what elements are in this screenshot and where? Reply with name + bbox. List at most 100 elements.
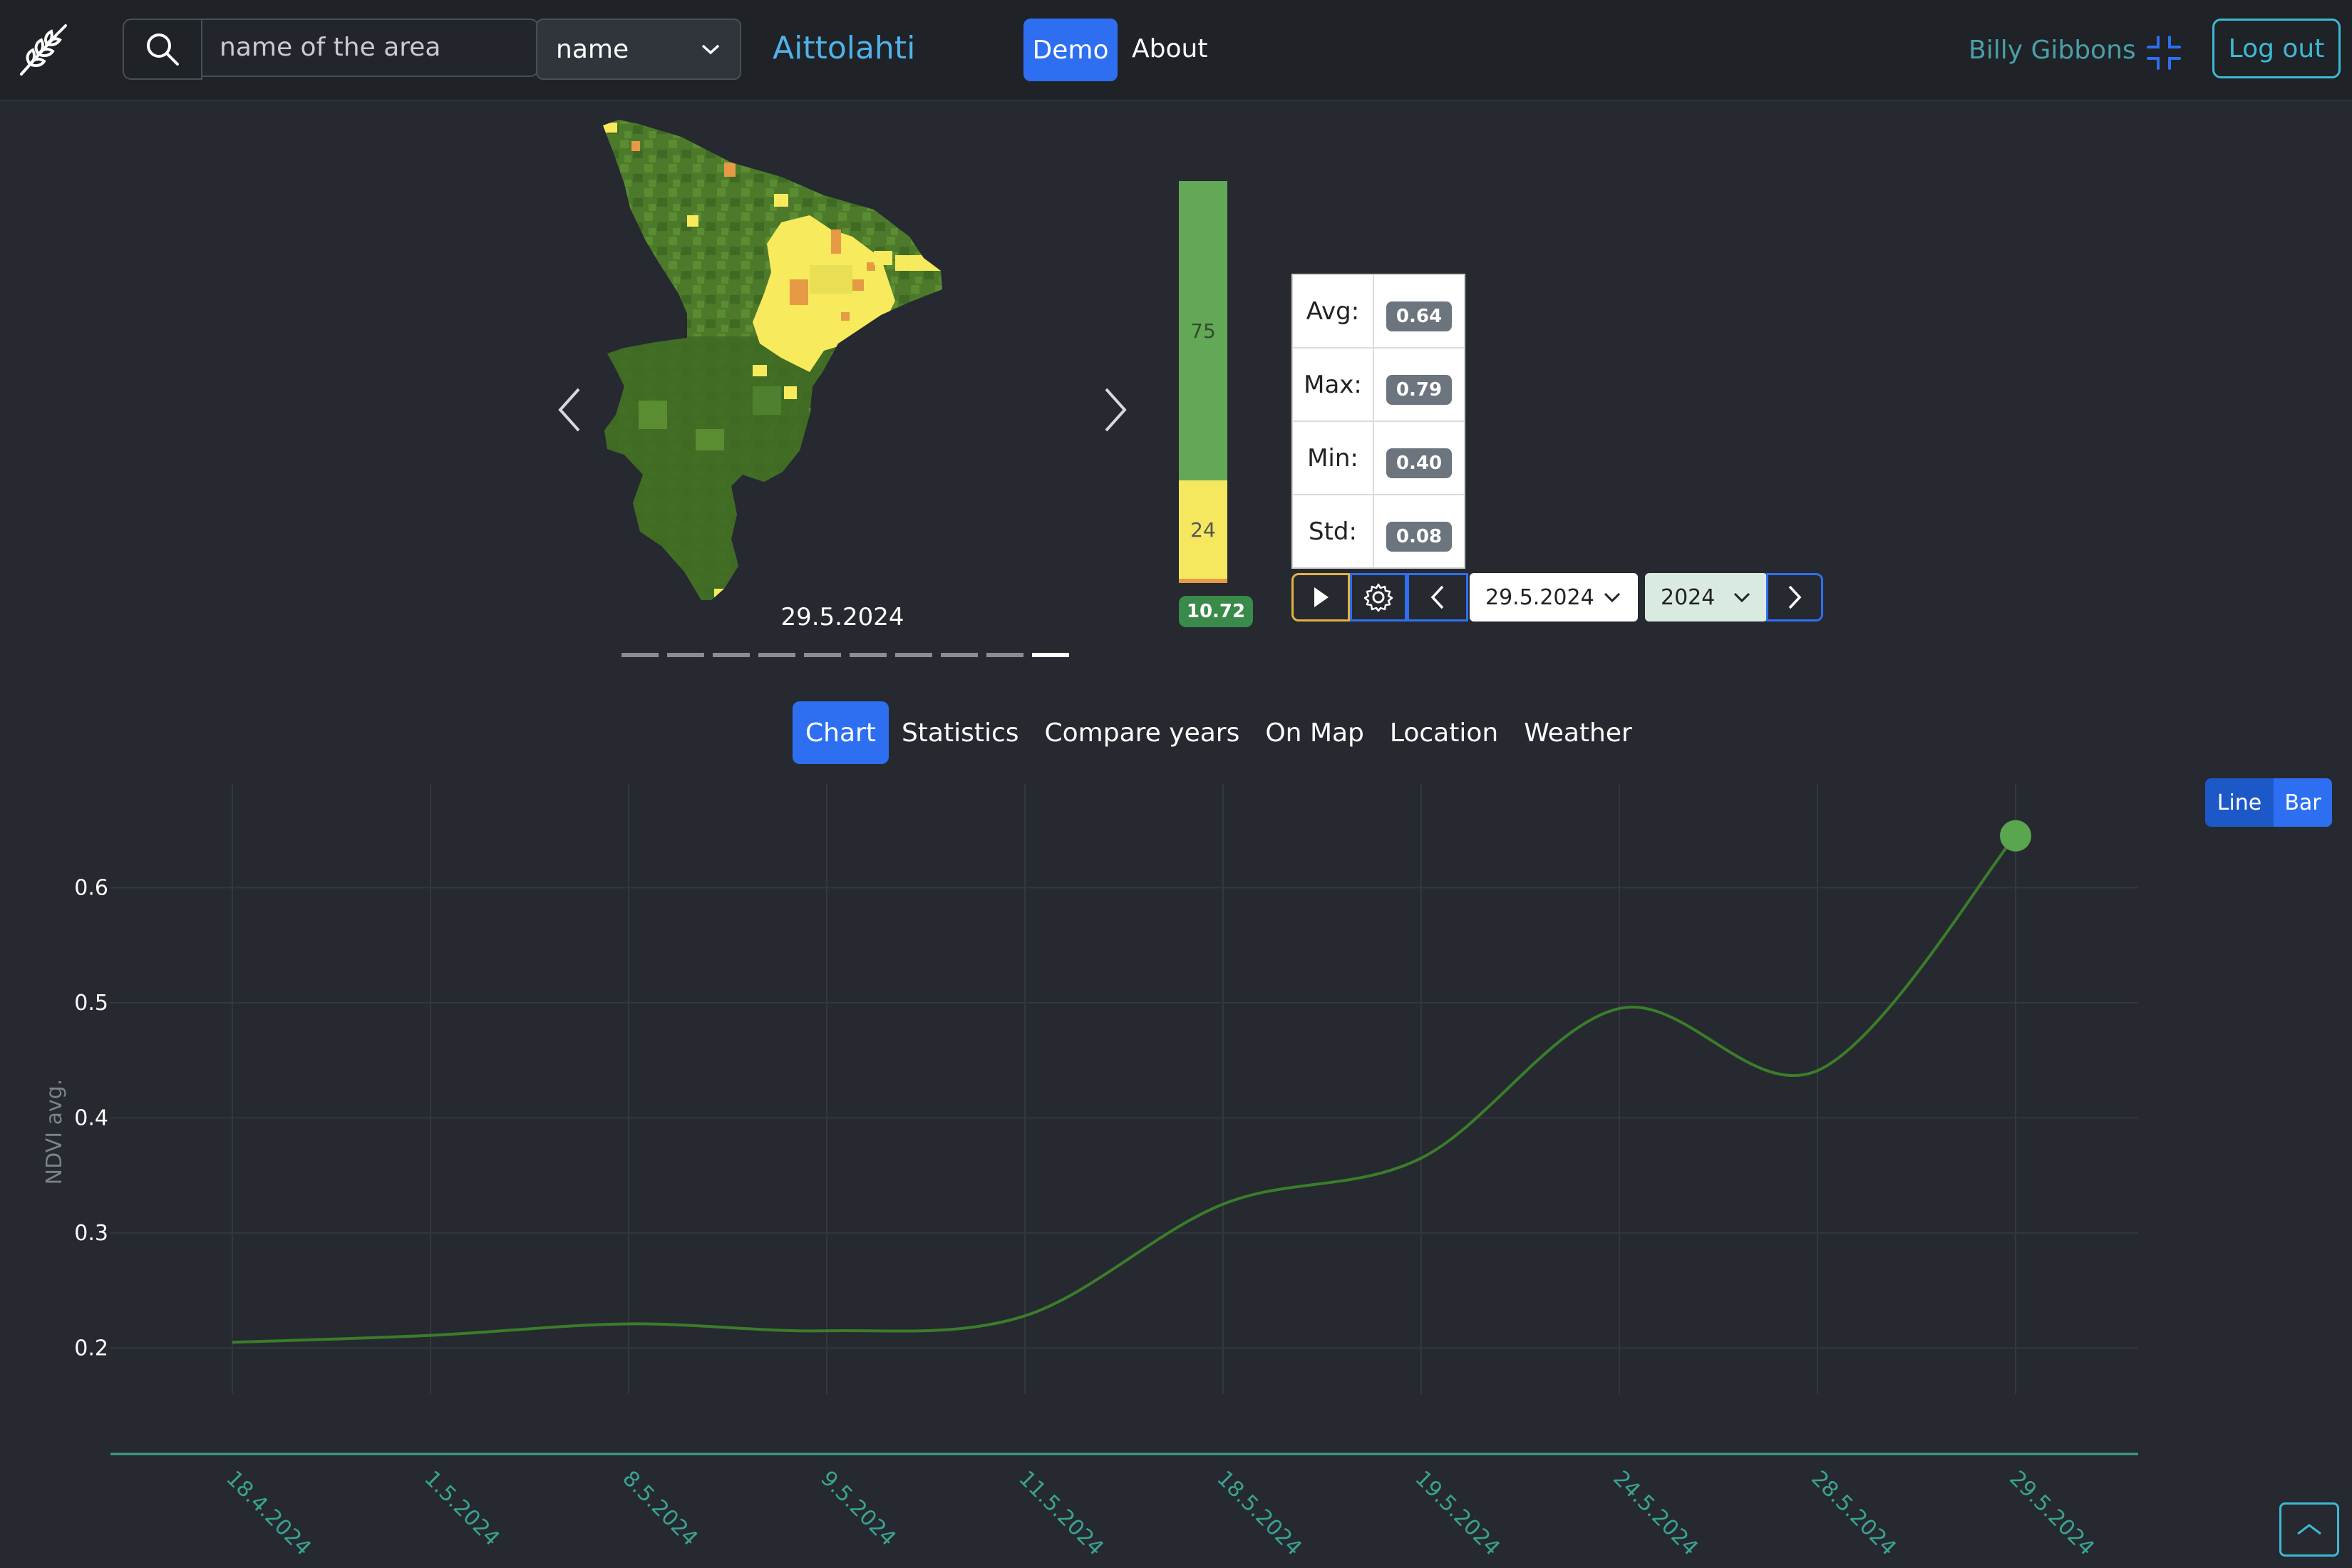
legend-orange-segment [1179,579,1227,583]
nav-about-link[interactable]: About [1132,34,1208,63]
carousel-indicator[interactable] [895,653,932,657]
data-point[interactable] [428,1333,433,1339]
data-point[interactable] [1220,1202,1226,1207]
chart-grid [110,784,2138,1394]
tab-weather[interactable]: Weather [1524,718,1632,748]
area-name-title: Aittolahti [773,30,916,66]
search-icon [147,33,179,66]
data-point[interactable] [1418,1155,1424,1161]
ndvi-line-chart: 0.2 0.3 0.4 0.5 0.6 NDVI avg. 18.4.2024 1.5.202… [42,784,2138,1561]
highlighted-data-point[interactable] [2000,820,2031,852]
nav-demo-link[interactable]: Demo [1023,19,1118,81]
stats-value-badge: 0.40 [1386,448,1453,478]
stats-row-min: Min: 0.40 [1293,422,1464,495]
carousel-indicator[interactable] [713,653,750,657]
bar-chart-button[interactable]: Bar [2274,778,2332,827]
line-chart-button[interactable]: Line [2205,778,2274,827]
next-date-button[interactable] [1766,573,1823,621]
stats-label: Avg: [1293,275,1374,347]
chevron-down-icon [1733,592,1750,603]
ndvi-legend-bar: 75 24 [1179,181,1227,583]
carousel-indicator[interactable] [667,653,704,657]
search-input[interactable] [202,19,539,77]
legend-green-segment: 75 [1179,181,1227,480]
carousel-indicator[interactable] [850,653,887,657]
tab-on-map[interactable]: On Map [1265,718,1364,748]
map-date-caption: 29.5.2024 [780,603,904,631]
carousel-indicator[interactable] [941,653,978,657]
stats-row-avg: Avg: 0.64 [1293,275,1464,349]
tab-statistics[interactable]: Statistics [901,718,1019,748]
x-tick-label: 8.5.2024 [617,1466,702,1551]
chevron-down-icon [701,44,720,55]
search-group [123,19,539,80]
stats-value-badge: 0.08 [1386,521,1453,552]
year-select-value: 2024 [1661,584,1716,610]
x-tick-label: 19.5.2024 [1410,1466,1505,1561]
tab-compare-years[interactable]: Compare years [1044,718,1240,748]
stats-label: Max: [1293,349,1374,421]
legend-yellow-segment: 24 [1179,480,1227,579]
play-button[interactable] [1291,573,1350,621]
chevron-left-icon [1430,585,1444,609]
y-tick-label: 0.5 [74,991,108,1016]
collapse-icon[interactable] [2145,34,2182,71]
carousel-prev-icon[interactable] [552,385,587,435]
data-point[interactable] [229,1339,235,1345]
chart-series [229,820,2031,1345]
x-tick-label: 18.4.2024 [221,1466,316,1561]
logout-button[interactable]: Log out [2212,19,2341,78]
chart-type-toggle: Line Bar [2205,778,2332,827]
search-field-select-value: name [556,34,629,64]
x-tick-label: 28.5.2024 [1806,1466,1901,1561]
search-field-select[interactable]: name [536,19,741,80]
chevron-right-icon [1788,585,1802,609]
y-tick-label: 0.6 [74,875,108,900]
carousel-indicator[interactable] [621,653,659,657]
date-select[interactable]: 29.5.2024 [1470,573,1638,621]
data-point[interactable] [626,1321,631,1326]
x-tick-label: 29.5.2024 [2004,1466,2099,1561]
stats-table: Avg: 0.64 Max: 0.79 Min: 0.40 Std: 0.08 [1291,274,1465,569]
carousel-indicator-active[interactable] [1032,653,1069,657]
y-tick-label: 0.3 [74,1221,108,1246]
user-name-link[interactable]: Billy Gibbons [1969,36,2136,65]
data-point[interactable] [1815,1068,1820,1073]
chevron-down-icon [1604,592,1621,603]
x-tick-label: 18.5.2024 [1212,1466,1306,1561]
settings-button[interactable] [1350,573,1407,621]
previous-date-button[interactable] [1407,573,1468,621]
stats-label: Min: [1293,422,1374,494]
x-tick-label: 9.5.2024 [815,1466,900,1551]
stats-row-max: Max: 0.79 [1293,349,1464,422]
tab-chart[interactable]: Chart [793,701,889,764]
stats-value-badge: 0.64 [1386,301,1453,331]
tab-location[interactable]: Location [1389,718,1499,748]
ndvi-series-line [232,835,2017,1344]
play-icon [1314,587,1329,607]
scroll-to-top-button[interactable] [2279,1502,2339,1557]
x-tick-label: 11.5.2024 [1013,1466,1108,1561]
y-tick-label: 0.2 [74,1336,108,1361]
stats-value-badge: 0.79 [1386,374,1453,405]
search-button[interactable] [123,19,202,80]
data-point[interactable] [1022,1313,1028,1319]
y-axis-title: NDVI avg. [42,1079,67,1185]
carousel-indicator[interactable] [986,653,1023,657]
data-point[interactable] [1616,1006,1622,1011]
x-tick-label: 24.5.2024 [1608,1466,1703,1561]
stats-row-std: Std: 0.08 [1293,495,1464,567]
data-point[interactable] [824,1328,830,1334]
stats-label: Std: [1293,495,1374,567]
year-select[interactable]: 2024 [1645,573,1768,621]
view-tabs: Chart Statistics Compare years On Map Lo… [793,701,1645,764]
carousel-indicator[interactable] [804,653,841,657]
chevron-up-icon [2297,1524,2321,1535]
carousel-indicators [621,653,1069,657]
chart-axes: 0.2 0.3 0.4 0.5 0.6 NDVI avg. 18.4.2024 1.5.202… [42,875,2138,1561]
gear-icon [1363,583,1393,612]
carousel-next-icon[interactable] [1098,385,1133,435]
carousel-indicator[interactable] [758,653,795,657]
ndvi-field-map [603,120,942,600]
wheat-logo-icon[interactable] [16,21,73,78]
